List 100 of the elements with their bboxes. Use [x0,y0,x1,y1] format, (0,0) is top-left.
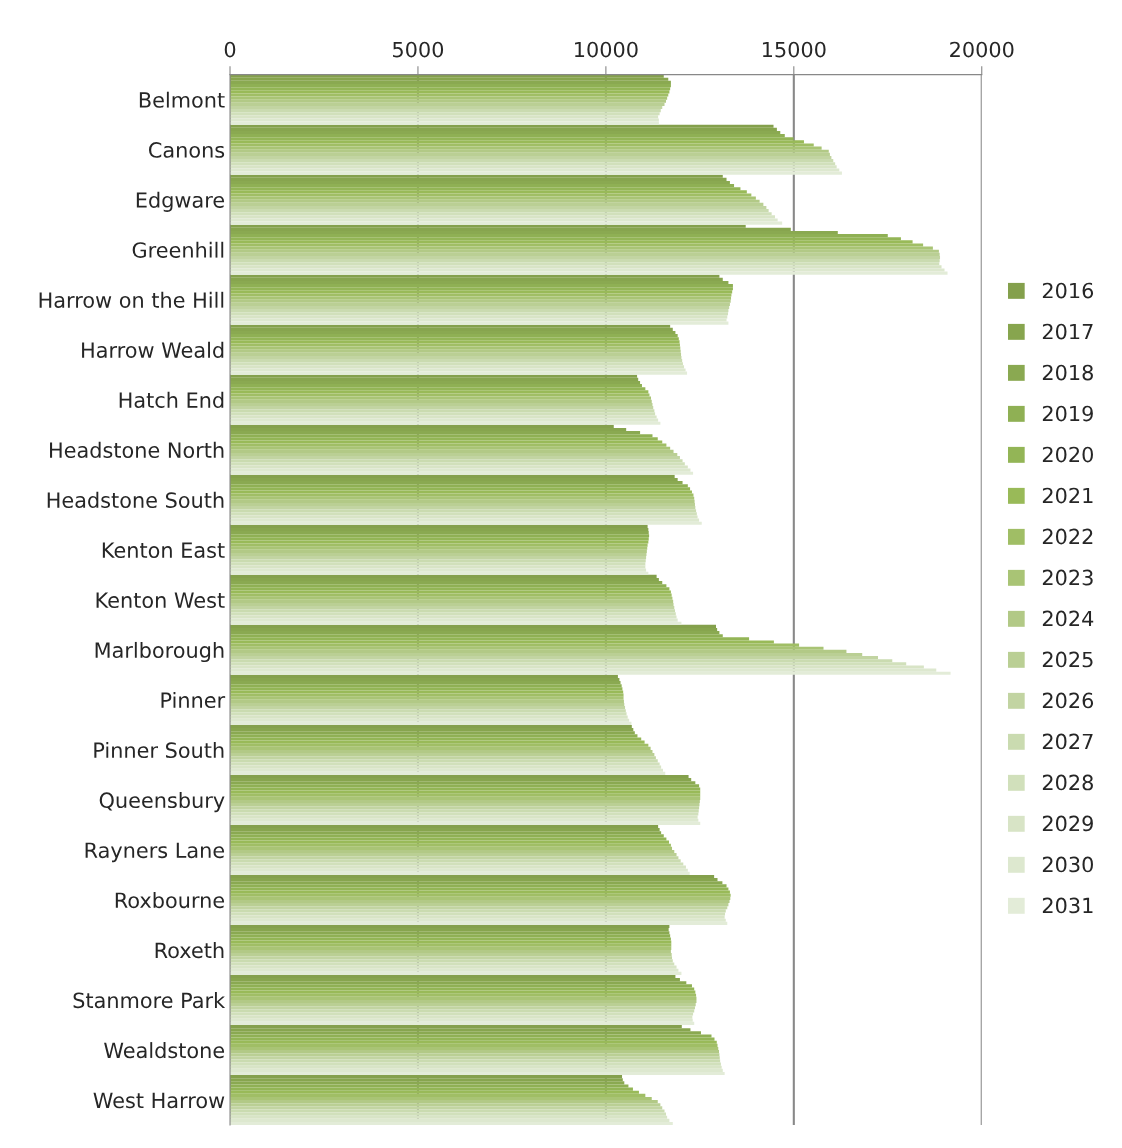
bar [230,527,649,532]
legend-label: 2018 [1042,364,1093,381]
bar [230,1046,719,1051]
legend-label: 2027 [1042,733,1093,750]
y-tick-label: Greenhill [132,241,224,258]
bar [230,221,783,225]
bar [230,974,676,979]
bar [230,380,641,385]
legend-label: 2024 [1042,610,1094,627]
bar [230,924,670,929]
bar [230,1071,725,1076]
bar [230,74,664,78]
bar [230,621,682,625]
y-tick-label: Belmont [139,91,225,108]
bar [230,627,718,632]
bar [230,440,663,444]
bar [230,196,756,200]
bar [230,824,659,829]
legend-label: 2021 [1042,487,1093,504]
bar [230,452,678,457]
bar [230,305,730,310]
bar [230,949,671,954]
bar [230,778,692,782]
bar [230,899,730,904]
bar [230,652,863,657]
bar [230,1096,652,1101]
bar [230,280,729,285]
bar [230,602,674,607]
bar [230,671,951,675]
bar [230,849,675,854]
bar [230,474,675,478]
bar [230,640,774,644]
legend-label: 2030 [1042,856,1093,873]
legend-label: 2023 [1042,569,1093,586]
bar [230,174,723,178]
bar [230,240,913,244]
legend-label: 2020 [1042,446,1093,463]
y-tick-label: Edgware [136,191,225,212]
legend-label: 2029 [1042,815,1093,832]
x-tick-label: 15000 [762,41,826,58]
bar [230,646,824,650]
x-tick-label: 20000 [950,41,1014,58]
bar [230,355,682,360]
bar [230,724,632,729]
bar [230,437,658,441]
bar [230,749,653,754]
y-tick-label: Rayners Lane [85,842,225,863]
y-tick-label: Roxeth [155,942,224,959]
bar [230,878,718,882]
x-tick-label: 0 [224,41,236,58]
y-tick-label: Queensbury [99,791,225,813]
bar [230,1121,673,1126]
bar [230,105,663,110]
bar [230,255,941,260]
bar [230,677,620,682]
y-tick-label: Headstone North [50,441,224,458]
bar [230,205,767,210]
bar [230,130,781,135]
y-tick-label: Canons [149,142,225,158]
bar [230,524,648,528]
bar [230,881,723,885]
bar [230,781,696,785]
bar [230,1084,629,1088]
bar [230,155,832,160]
x-tick-label: 10000 [575,41,638,58]
y-tick-label: Harrow Weald [82,341,224,358]
bar [230,246,933,250]
legend-label: 2026 [1042,692,1094,709]
legend-label: 2031 [1042,897,1093,914]
bar [230,774,689,779]
legend-label: 2025 [1042,651,1093,668]
bar [230,581,663,585]
y-tick-label: Pinner South [94,741,224,759]
y-tick-label: West Harrow [93,1092,225,1109]
bar [230,190,747,194]
y-tick-label: Headstone South [47,491,224,508]
bar [230,999,697,1004]
y-tick-label: Harrow on the Hill [39,291,224,308]
bar [230,577,659,582]
bar [230,552,647,557]
legend-label: 2019 [1042,405,1093,422]
bar [230,799,700,804]
bar [230,874,715,879]
y-tick-label: Stanmore Park [73,992,226,1009]
bar [230,502,695,507]
bar [230,624,717,628]
y-tick-label: Wealdstone [104,1042,225,1059]
y-tick-label: Roxbourne [115,892,225,909]
bar [230,146,822,150]
bar [230,330,676,335]
y-tick-label: Kenton West [96,592,225,609]
x-tick-label: 5000 [393,41,444,58]
legend-label: 2016 [1042,282,1094,299]
bar [230,140,804,144]
y-tick-label: Kenton East [102,542,225,559]
y-tick-label: Pinner [161,691,226,709]
legend-label: 2028 [1042,774,1093,791]
y-tick-label: Hatch End [119,391,224,408]
legend-label: 2022 [1042,528,1093,545]
bar [230,674,618,678]
